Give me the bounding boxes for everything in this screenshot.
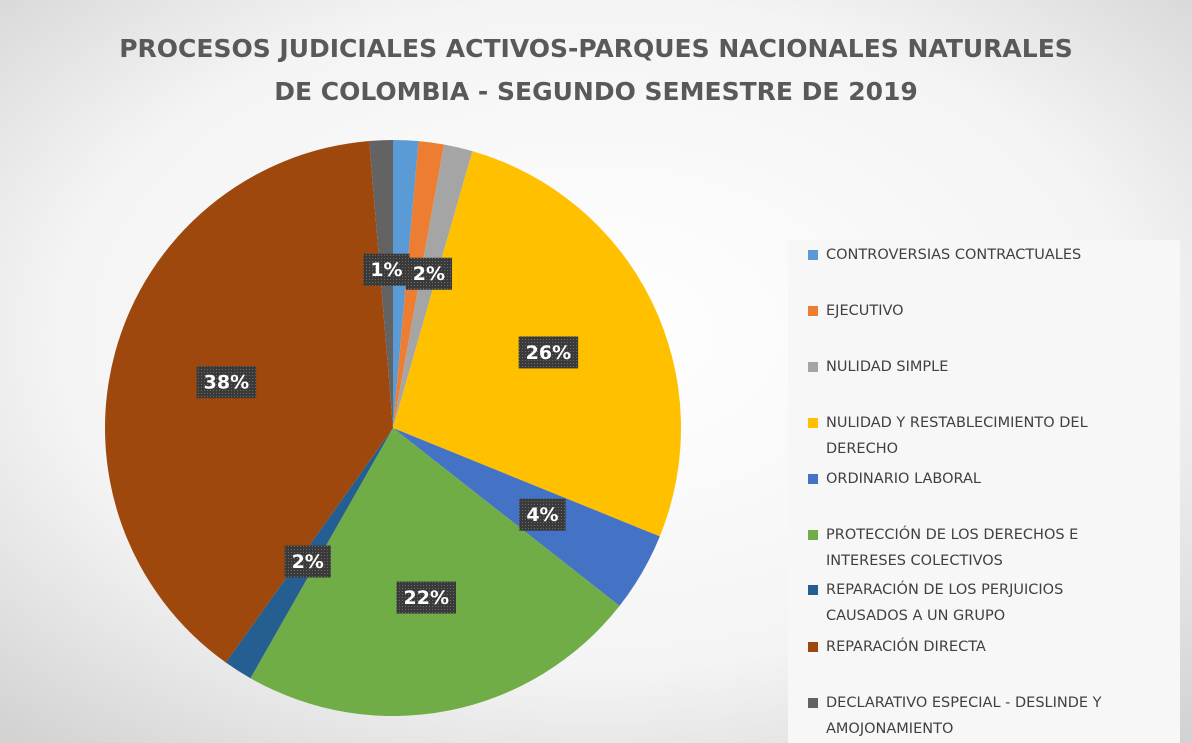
data-label: 38% bbox=[204, 372, 249, 394]
data-label-box bbox=[396, 581, 457, 614]
data-label: 2% bbox=[413, 263, 445, 285]
pie-slice bbox=[250, 428, 620, 716]
legend-swatch bbox=[808, 642, 818, 652]
legend-line: CAUSADOS A UN GRUPO bbox=[826, 608, 1005, 624]
legend-line: NULIDAD Y RESTABLECIMIENTO DEL bbox=[826, 415, 1088, 431]
legend-label: DECLARATIVO ESPECIAL - DESLINDE Y AMOJONA… bbox=[826, 695, 1102, 737]
legend-label: REPARACIÓN DE LOS PERJUICIOS CAUSADOS A U… bbox=[826, 580, 1063, 624]
pie-slice bbox=[105, 140, 394, 663]
data-label: 4% bbox=[526, 504, 558, 526]
data-label-box bbox=[196, 366, 257, 399]
data-label: 22% bbox=[404, 587, 449, 609]
legend-swatch bbox=[808, 418, 818, 428]
data-label-box bbox=[284, 545, 331, 578]
chart-title: DE COLOMBIA - SEGUNDO SEMESTRE DE 2019 bbox=[274, 77, 918, 106]
legend-swatch bbox=[808, 250, 818, 260]
legend-line: DERECHO bbox=[826, 441, 898, 457]
data-label: 1% bbox=[370, 259, 402, 281]
legend-line: AMOJONAMIENTO bbox=[826, 721, 953, 737]
legend-label: NULIDAD Y RESTABLECIMIENTO DEL DERECHO bbox=[826, 415, 1088, 457]
legend-swatch bbox=[808, 306, 818, 316]
data-label: 2% bbox=[292, 551, 324, 573]
legend-line: DECLARATIVO ESPECIAL - DESLINDE Y bbox=[826, 695, 1102, 711]
legend-label: PROTECCIÓN DE LOS DERECHOS E INTERESES CO… bbox=[826, 525, 1078, 569]
data-label: 26% bbox=[526, 342, 571, 364]
data-label-box bbox=[519, 498, 566, 531]
legend-label: REPARACIÓN DIRECTA bbox=[826, 637, 986, 655]
legend-label: EJECUTIVO bbox=[826, 303, 904, 319]
legend-swatch bbox=[808, 362, 818, 372]
legend-swatch bbox=[808, 530, 818, 540]
chart-title: PROCESOS JUDICIALES ACTIVOS-PARQUES NACI… bbox=[119, 34, 1073, 63]
legend-swatch bbox=[808, 698, 818, 708]
legend-line: REPARACIÓN DE LOS PERJUICIOS bbox=[826, 580, 1063, 598]
legend-swatch bbox=[808, 585, 818, 595]
legend-swatch bbox=[808, 474, 818, 484]
legend-label: NULIDAD SIMPLE bbox=[826, 359, 948, 375]
legend-label: ORDINARIO LABORAL bbox=[826, 471, 981, 487]
legend-line: PROTECCIÓN DE LOS DERECHOS E bbox=[826, 525, 1078, 543]
data-label-box bbox=[363, 253, 410, 286]
legend-box bbox=[788, 240, 1180, 743]
data-label-box bbox=[405, 257, 453, 290]
data-label-box bbox=[518, 336, 579, 369]
legend-line: INTERESES COLECTIVOS bbox=[826, 553, 1003, 569]
legend-label: CONTROVERSIAS CONTRACTUALES bbox=[826, 247, 1081, 263]
